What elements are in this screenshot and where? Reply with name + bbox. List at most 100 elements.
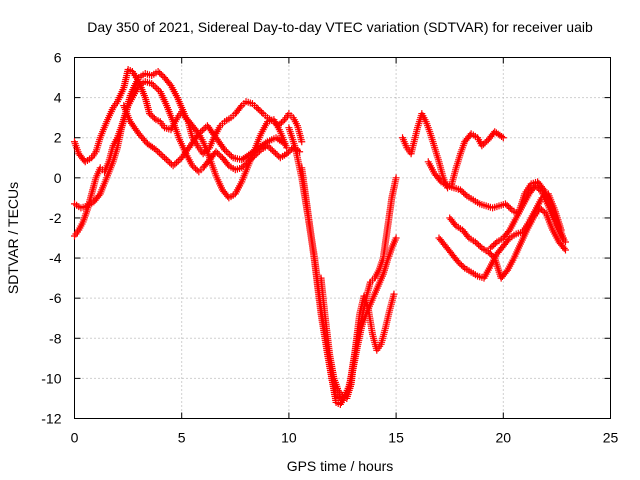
data-point-trail	[535, 179, 547, 192]
data-point-trail	[423, 120, 434, 136]
data-point-trail	[157, 90, 170, 108]
data-point-trail	[121, 104, 133, 124]
data-point-trail	[467, 235, 477, 245]
data-point-trail	[475, 136, 485, 148]
data-point-trail	[486, 250, 497, 261]
data-point-trail	[404, 146, 414, 156]
data-point-trail	[114, 86, 127, 104]
data-point-trail	[347, 346, 359, 386]
y-axis-label: SDTVAR / TECUs	[5, 182, 21, 294]
data-point-trail	[76, 220, 86, 232]
data-point-trail	[352, 312, 363, 350]
data-point-trail	[282, 112, 291, 122]
x-tick-label: 0	[71, 430, 79, 446]
data-point-trail	[136, 131, 150, 146]
data-point	[298, 138, 306, 146]
data-point-trail	[469, 131, 479, 140]
data-point	[392, 234, 400, 242]
data-point-trail	[196, 146, 206, 156]
data-point-trail	[248, 145, 261, 157]
data-point-trail	[206, 136, 217, 150]
data-point-trail	[111, 100, 120, 110]
data-point-trail	[491, 203, 501, 211]
data-point-trail	[436, 236, 448, 248]
data-point	[148, 80, 156, 88]
data-point	[561, 238, 569, 246]
data-point-trail	[276, 117, 287, 128]
data-point-trail	[89, 150, 98, 160]
data-point-trail	[326, 352, 338, 380]
data-point-trail	[550, 228, 562, 244]
data-point-trail	[476, 273, 486, 281]
data-point-trail	[473, 240, 484, 250]
data-point-trail	[513, 204, 525, 220]
data-point-trail	[175, 110, 184, 120]
data-point-trail	[132, 84, 142, 96]
data-point-trail	[110, 136, 120, 148]
data-point	[561, 246, 569, 254]
data-point-trail	[559, 234, 568, 244]
data-point-trail	[380, 258, 391, 276]
data-point-trail	[520, 220, 532, 234]
data-point-trail	[456, 260, 467, 271]
data-point-trail	[284, 145, 296, 156]
data-point-trail	[419, 112, 429, 124]
data-point-trail	[254, 105, 266, 116]
data-point-trail	[80, 208, 91, 224]
data-point-trail	[427, 132, 438, 150]
data-point-trail	[150, 69, 160, 78]
data-point-trail	[223, 115, 233, 124]
data-point-trail	[501, 236, 512, 248]
data-point-trail	[91, 192, 103, 204]
data-point-trail	[488, 240, 499, 250]
data-point-trail	[220, 155, 232, 168]
data-point-trail	[188, 131, 202, 148]
data-point-trail	[274, 135, 287, 146]
data-point-trail	[154, 147, 167, 160]
y-tick-label: -10	[41, 370, 61, 386]
data-point-trail	[463, 265, 473, 275]
data-point-trail	[388, 176, 400, 200]
y-tick-label: -12	[41, 411, 61, 427]
data-point	[499, 134, 507, 142]
data-point-trail	[460, 228, 472, 240]
data-point-trail	[317, 276, 329, 320]
x-tick-label: 25	[603, 430, 619, 446]
data-point-trail	[539, 190, 551, 208]
data-point-trail	[443, 244, 455, 256]
data-point-trail	[372, 282, 382, 296]
plot-frame	[74, 57, 611, 419]
data-point-trail	[183, 115, 195, 128]
data-point-trail	[336, 388, 345, 398]
data-point-trail	[480, 245, 490, 255]
data-point-trail	[384, 246, 395, 262]
data-point-trail	[361, 294, 371, 310]
data-point-trail	[286, 126, 299, 150]
data-point-trail	[205, 123, 219, 140]
data-points	[71, 66, 569, 408]
data-point-trail	[305, 212, 318, 264]
data-point-trail	[454, 223, 464, 233]
data-point	[253, 104, 261, 112]
data-point-trail	[97, 176, 110, 196]
data-point-trail	[79, 203, 89, 211]
data-point	[471, 238, 479, 246]
data-point-trail	[478, 201, 488, 209]
data-point-trail	[83, 155, 93, 164]
x-tick-label: 10	[281, 430, 297, 446]
data-point-trail	[231, 154, 244, 163]
data-point-trail	[227, 191, 237, 201]
data-point-trail	[526, 208, 538, 224]
data-point-trail	[132, 76, 142, 88]
axis-ticks: -12 -10 -8 -6 -4 -2 0 2 4 6 0 5 10 15 20 25	[41, 50, 618, 446]
data-point-trail	[448, 166, 460, 186]
data-point-trail	[484, 203, 494, 211]
y-tick-label: 6	[54, 50, 62, 66]
data-point-trail	[494, 244, 506, 256]
data-point-trail	[170, 120, 183, 142]
y-tick-label: -6	[49, 290, 62, 306]
data-point-trail	[452, 185, 462, 193]
data-point-trail	[266, 135, 278, 145]
x-axis-label: GPS time / hours	[287, 458, 394, 474]
